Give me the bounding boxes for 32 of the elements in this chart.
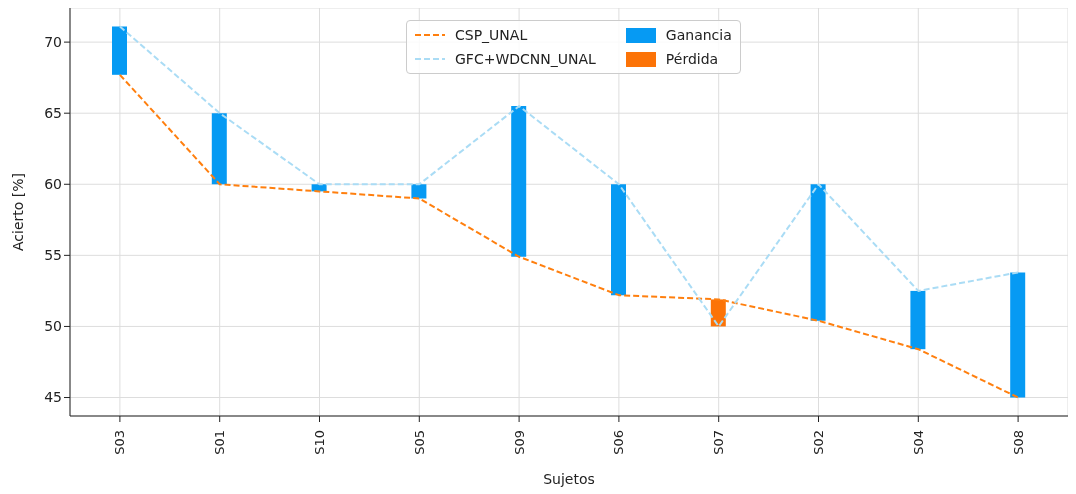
y-axis-title: Acierto [%]: [9, 172, 26, 252]
bar: [1010, 272, 1026, 398]
x-tick-label: S04: [910, 430, 926, 455]
y-tick-label: 50: [44, 318, 62, 335]
y-tick-label: 60: [44, 176, 62, 193]
bar: [112, 26, 127, 75]
bar: [511, 106, 527, 257]
x-tick-label: S06: [611, 430, 627, 455]
legend-label: CSP_UNAL: [455, 27, 528, 43]
legend-label: Pérdida: [665, 51, 719, 67]
x-tick-label: S08: [1010, 430, 1026, 455]
x-tick-label: S09: [511, 430, 527, 455]
line-series: [118, 25, 1020, 328]
x-tick-label: S03: [112, 430, 128, 455]
y-tick-label: 45: [44, 389, 62, 406]
bar: [810, 184, 826, 321]
y-tick-label: 65: [44, 105, 62, 122]
bar: [211, 113, 227, 185]
y-tick-label: 70: [44, 34, 62, 51]
bar: [411, 184, 427, 199]
x-axis-title: Sujetos: [543, 471, 595, 487]
bar: [910, 290, 926, 350]
legend-label: Ganancia: [665, 27, 732, 43]
x-tick-label: S05: [411, 430, 427, 455]
x-tick-label: S07: [711, 430, 727, 455]
x-tick-label: S10: [312, 430, 327, 455]
x-tick-label: S02: [811, 430, 826, 455]
y-tick-label: 55: [44, 247, 62, 264]
bar: [611, 184, 626, 296]
x-tick-label: S01: [212, 430, 228, 455]
line-series: [118, 73, 1020, 399]
legend-label: GFC+WDCNN_UNAL: [455, 51, 596, 67]
